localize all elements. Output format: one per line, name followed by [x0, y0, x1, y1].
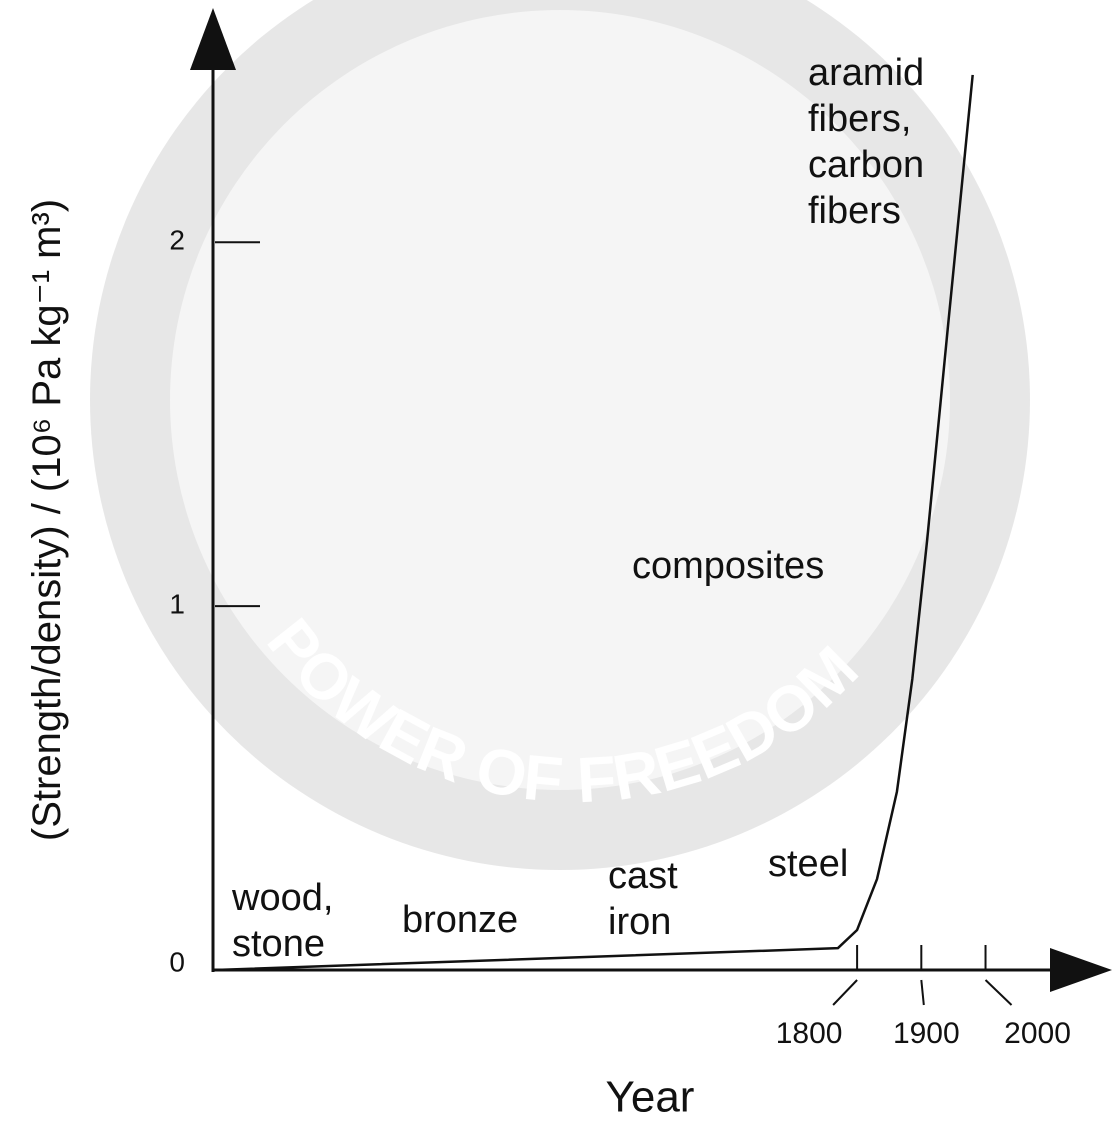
annotation: stone	[232, 923, 325, 965]
y-tick-label: 1	[169, 589, 185, 620]
chart: POWER OF FREEDOM (Strength/density) / (1…	[0, 0, 1116, 1125]
x-tick-label: 1800	[776, 1017, 843, 1050]
annotation: bronze	[402, 899, 518, 941]
annotation: steel	[768, 843, 848, 885]
annotation: iron	[608, 901, 671, 943]
annotation: fibers,	[808, 98, 911, 140]
y-axis-label: (Strength/density) / (10⁶ Pa kg⁻¹ m³)	[25, 199, 69, 841]
x-tick-leader	[986, 980, 1012, 1005]
annotation: composites	[632, 545, 824, 587]
x-tick-leader	[921, 980, 924, 1005]
x-axis-label: Year	[606, 1073, 695, 1122]
annotation: carbon	[808, 144, 924, 186]
x-tick-label: 2000	[1004, 1017, 1071, 1050]
y-tick-label: 0	[169, 946, 185, 977]
y-axis-arrow	[190, 8, 236, 70]
annotation: fibers	[808, 190, 901, 232]
annotation: wood,	[231, 877, 333, 919]
x-tick-label: 1900	[893, 1017, 960, 1050]
x-tick-leader	[833, 980, 857, 1005]
y-tick-label: 2	[169, 225, 185, 256]
x-axis-arrow	[1050, 948, 1112, 992]
annotation: aramid	[808, 52, 924, 94]
annotation: cast	[608, 855, 678, 897]
